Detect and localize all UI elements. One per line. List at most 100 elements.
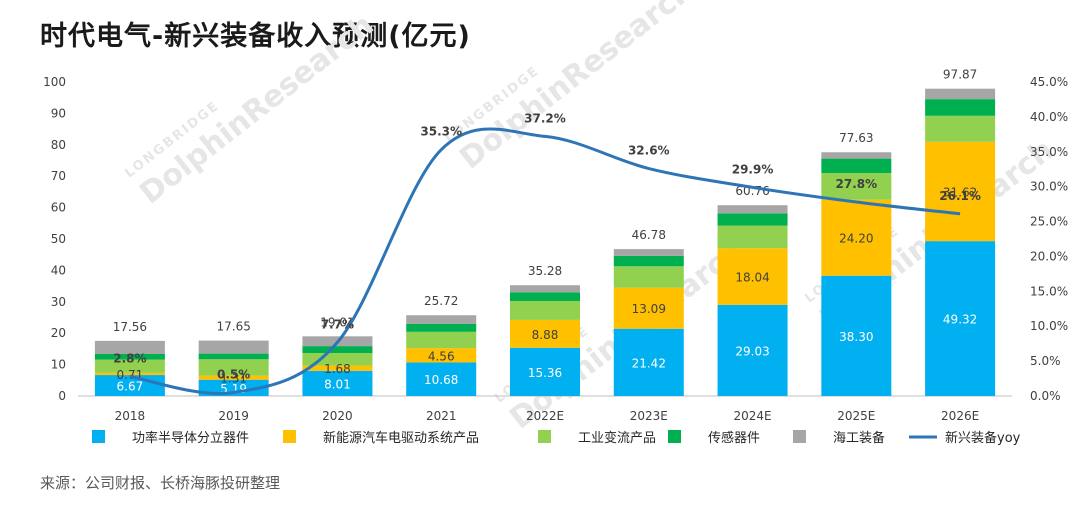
y-right-tick: 0.0% [1030, 389, 1061, 403]
bar-segment [406, 315, 477, 324]
segment-label: 4.56 [428, 349, 455, 363]
segment-label: 1.68 [324, 362, 351, 376]
segment-label: 8.88 [532, 328, 559, 342]
bar-segment [925, 115, 996, 142]
legend-item: 功率半导体分立器件 [92, 430, 249, 446]
chart-title: 时代电气-新兴装备收入预测(亿元) [40, 21, 471, 52]
y-right-tick: 15.0% [1030, 284, 1068, 298]
y-left-tick: 70 [51, 169, 66, 183]
legend-label: 新兴装备yoy [945, 430, 1021, 446]
bar-segment [613, 328, 684, 396]
yoy-label: 27.8% [836, 177, 878, 191]
bar-segment [302, 346, 373, 354]
y-right-tick: 20.0% [1030, 249, 1068, 263]
bar-segment [613, 266, 684, 288]
watermark-brand: DolphinResearch [133, 8, 380, 212]
bar-segment [94, 353, 165, 360]
bar-segment [94, 372, 165, 376]
bar-segment [821, 199, 892, 276]
segment-label: 18.04 [735, 271, 769, 285]
bar-segment [302, 370, 373, 396]
y-right-tick: 35.0% [1030, 145, 1068, 159]
segment-label: 24.20 [839, 232, 873, 246]
bar-segment [717, 205, 788, 214]
x-tick-label: 2023E [630, 409, 668, 423]
y-left-tick: 50 [51, 232, 66, 246]
legend-swatch [668, 430, 681, 443]
legend-label: 工业变流产品 [578, 430, 656, 446]
yoy-line-path [129, 127, 961, 395]
axes: 0 10 20 30 40 50 60 70 80 90 100 0.0% 5.0% 10.0% 15.0%… [43, 75, 1068, 423]
x-tick-label: 2019 [218, 409, 249, 423]
total-label: 19.01 [320, 315, 354, 329]
bar-segment [198, 379, 269, 396]
y-left-tick: 100 [43, 75, 66, 89]
y-left-tick: 60 [51, 201, 66, 215]
segment-label: 13.09 [632, 302, 666, 316]
bar-segment [406, 362, 477, 396]
yoy-line: 2.8% 0.5% 7.7% 35.3% 37.2% 32.6% 29.9% 27.8% 26.… [113, 111, 981, 395]
bar-segment [717, 225, 788, 249]
segment-label: 15.36 [528, 366, 562, 380]
yoy-label: 26.1% [939, 189, 981, 203]
y-left-tick: 90 [51, 106, 66, 120]
yoy-label: 7.7% [321, 317, 354, 331]
legend-item: 新能源汽车电驱动系统产品 [283, 430, 479, 446]
bar-segment [198, 340, 269, 354]
legend-item: 传感器件 [668, 430, 760, 446]
y-right-tick: 10.0% [1030, 319, 1068, 333]
bar-segment [821, 152, 892, 159]
y-left-tick: 30 [51, 295, 66, 309]
bar-segment [198, 375, 269, 380]
x-tick-label: 2025E [837, 409, 875, 423]
y-right-tick: 25.0% [1030, 215, 1068, 229]
bar-segment [925, 241, 996, 396]
yoy-label: 0.5% [217, 368, 250, 382]
bar-segment [821, 173, 892, 200]
source-note: 来源：公司财报、长桥海豚投研整理 [40, 474, 281, 492]
legend-swatch [538, 430, 551, 443]
y-left-tick: 20 [51, 326, 66, 340]
x-tick-label: 2018 [115, 409, 146, 423]
total-label: 97.87 [943, 68, 977, 82]
y-right-tick: 45.0% [1030, 75, 1068, 89]
segment-label: 31.62 [943, 185, 977, 199]
y-left-tick: 80 [51, 138, 66, 152]
bar-segment [717, 213, 788, 226]
yoy-label: 29.9% [732, 162, 774, 176]
x-tick-label: 2022E [526, 409, 564, 423]
total-label: 17.56 [113, 320, 147, 334]
bar-segment [717, 248, 788, 305]
legend-label: 传感器件 [708, 430, 760, 446]
total-label: 46.78 [632, 228, 666, 242]
bar-segment [406, 323, 477, 332]
bar-segment [198, 359, 269, 376]
legend-swatch [283, 430, 296, 443]
segment-label: 29.03 [735, 344, 769, 358]
legend-item: 海工装备 [793, 430, 885, 446]
legend-swatch [92, 430, 105, 443]
segment-label: 38.30 [839, 330, 873, 344]
y-right-tick: 5.0% [1030, 354, 1061, 368]
bar-segment [925, 141, 996, 242]
legend-swatch [793, 430, 806, 443]
bar-segment [510, 319, 580, 348]
x-tick-label: 2026E [941, 409, 979, 423]
bar-segment [613, 255, 684, 267]
yoy-label: 2.8% [113, 351, 146, 365]
yoy-label: 35.3% [420, 125, 462, 139]
y-right-tick: 30.0% [1030, 180, 1068, 194]
bar-segment [821, 275, 892, 396]
total-label: 25.72 [424, 294, 458, 308]
bar-segment [717, 304, 788, 396]
y-left-tick: 40 [51, 263, 66, 277]
segment-label: 8.01 [324, 377, 351, 391]
bar-segment [925, 88, 996, 100]
segment-label: 21.42 [632, 356, 666, 370]
yoy-label: 32.6% [628, 144, 670, 158]
y-left-tick: 0 [58, 389, 66, 403]
segment-label: 10.68 [424, 373, 458, 387]
legend: 功率半导体分立器件 新能源汽车电驱动系统产品 工业变流产品 传感器件 海工装备 新兴装备y… [92, 430, 1021, 446]
